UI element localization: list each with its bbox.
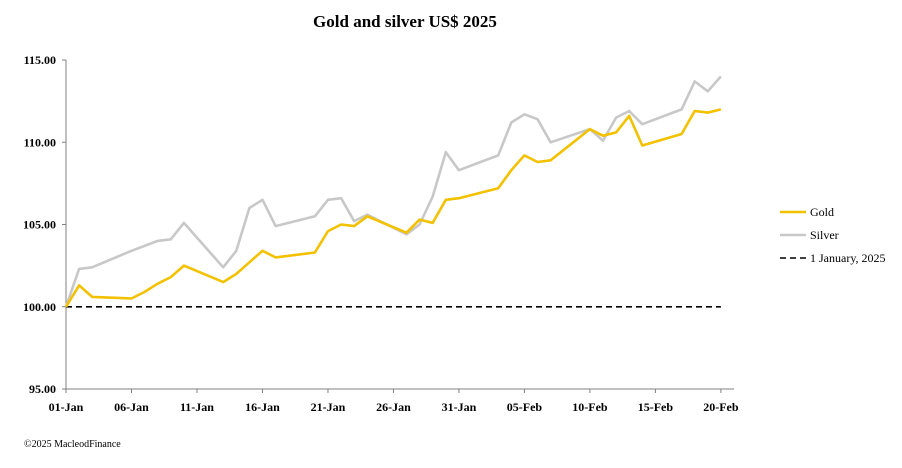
x-tick-label: 10-Feb bbox=[572, 400, 608, 414]
y-tick-label: 105.00 bbox=[23, 218, 56, 232]
x-tick-label: 06-Jan bbox=[114, 400, 149, 414]
legend-gold-label: Gold bbox=[810, 205, 834, 219]
x-tick-label: 16-Jan bbox=[245, 400, 280, 414]
legend-reference-label: 1 January, 2025 bbox=[810, 251, 886, 265]
x-tick-label: 15-Feb bbox=[638, 400, 674, 414]
chart-axes: 95.00 100.00 105.00 110.00 115.00 01-Jan 06-Ja… bbox=[23, 53, 739, 414]
y-tick-label: 110.00 bbox=[24, 135, 56, 149]
x-tick-label: 11-Jan bbox=[180, 400, 214, 414]
y-tick-label: 95.00 bbox=[29, 382, 56, 396]
x-tick-label: 31-Jan bbox=[442, 400, 477, 414]
x-tick-label: 20-Feb bbox=[703, 400, 739, 414]
x-tick-label: 05-Feb bbox=[507, 400, 543, 414]
copyright-credit: ©2025 MacleodFinance bbox=[24, 439, 121, 450]
x-tick-label: 26-Jan bbox=[376, 400, 411, 414]
x-tick-label: 01-Jan bbox=[49, 400, 84, 414]
chart-legend: Gold Silver 1 January, 2025 bbox=[780, 205, 886, 265]
legend-silver-label: Silver bbox=[810, 228, 839, 242]
series-line-silver bbox=[64, 75, 722, 308]
chart-title: Gold and silver US$ 2025 bbox=[313, 12, 497, 31]
y-tick-label: 100.00 bbox=[23, 300, 56, 314]
x-tick-label: 21-Jan bbox=[311, 400, 346, 414]
y-tick-label: 115.00 bbox=[24, 53, 56, 67]
series-line-gold bbox=[64, 108, 722, 308]
chart-series bbox=[64, 75, 722, 308]
